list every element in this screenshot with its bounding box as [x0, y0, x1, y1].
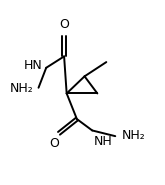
Text: NH₂: NH₂	[122, 129, 145, 142]
Text: O: O	[49, 137, 59, 150]
Text: HN: HN	[24, 59, 42, 72]
Text: O: O	[59, 18, 69, 31]
Text: NH₂: NH₂	[10, 82, 33, 95]
Text: NH: NH	[94, 135, 113, 148]
